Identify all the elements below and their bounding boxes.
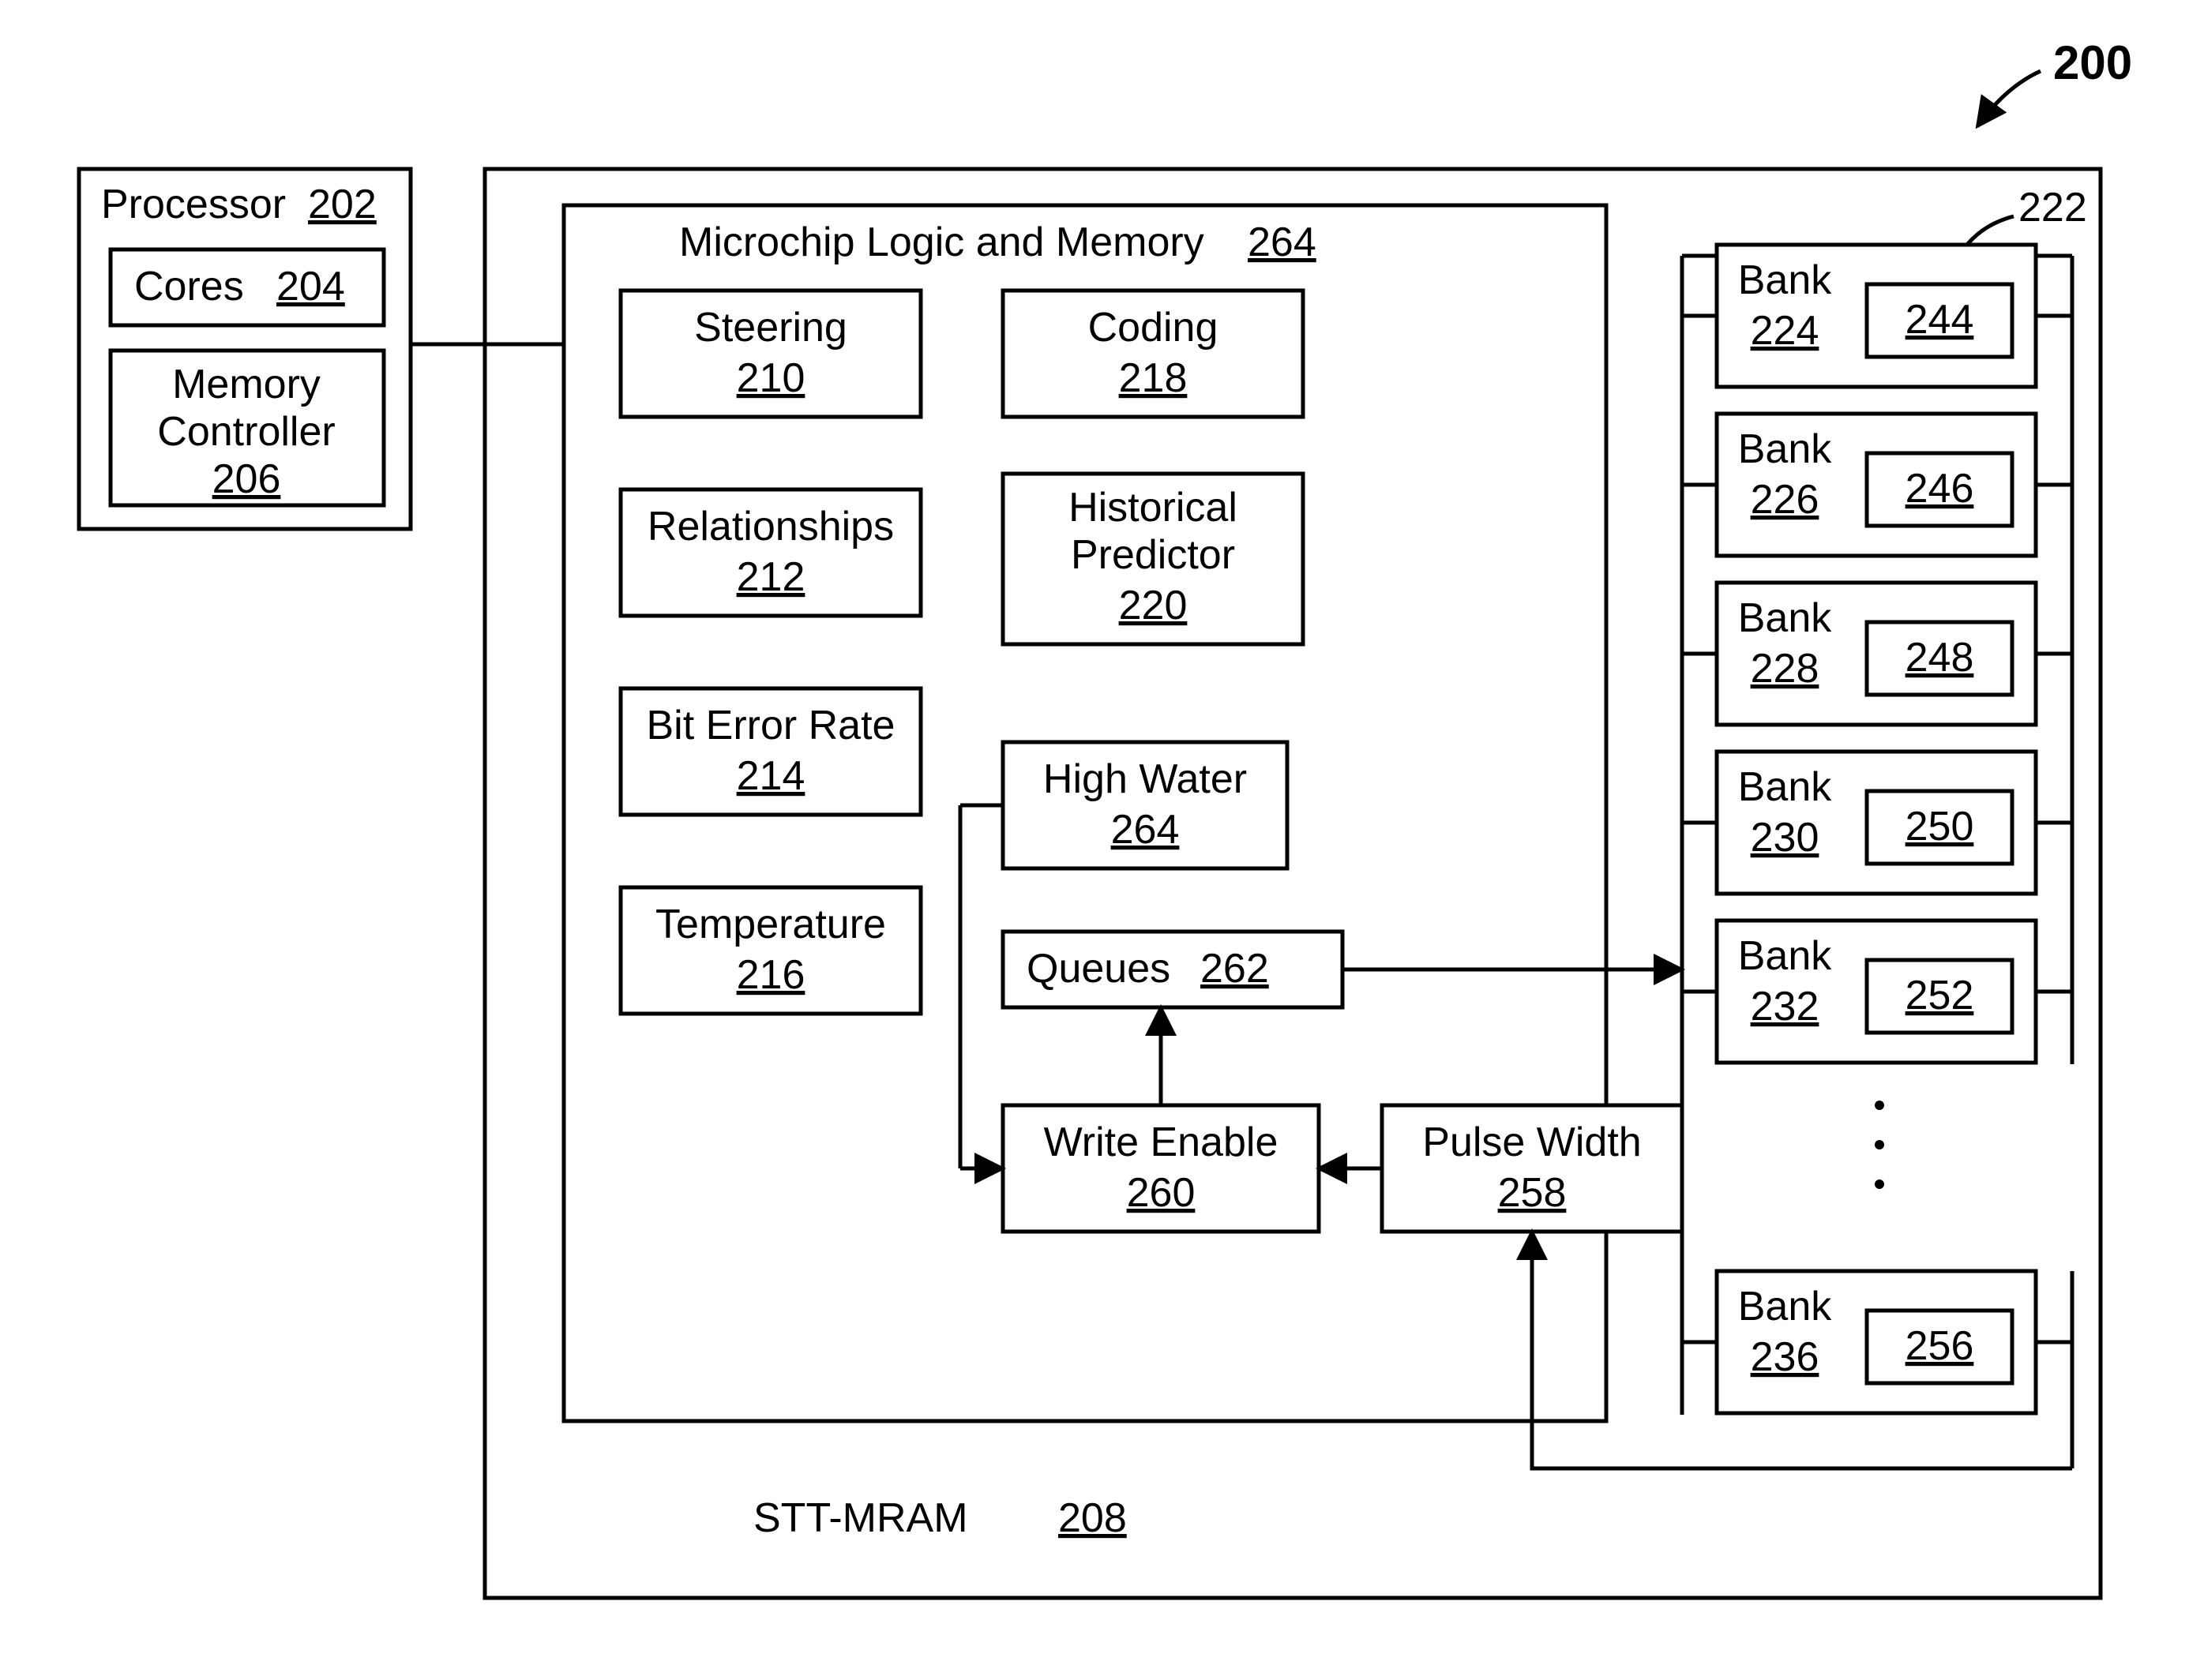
high-water-block: High Water 264 (1003, 742, 1287, 868)
write-enable-label: Write Enable (1044, 1119, 1278, 1165)
bank-2-num: 228 (1751, 646, 1819, 692)
high-water-label: High Water (1043, 756, 1247, 802)
bank-0-num: 224 (1751, 308, 1819, 354)
memory-controller-label-2: Controller (157, 409, 335, 455)
bank-3-num: 230 (1751, 815, 1819, 861)
sttmram-label: STT-MRAM (753, 1495, 968, 1541)
bank-5-label: Bank (1738, 1284, 1833, 1329)
processor-block: Processor 202 Cores 204 Memory Controlle… (79, 169, 411, 529)
bit-error-rate-num: 214 (737, 753, 805, 799)
memory-controller-label-1: Memory (172, 362, 321, 407)
bank-4-num: 232 (1751, 984, 1819, 1029)
pulse-width-label: Pulse Width (1422, 1119, 1641, 1165)
bank-5: Bank 236 256 (1682, 1271, 2072, 1413)
bank-0-inner-num: 244 (1906, 297, 1974, 343)
relationships-block: Relationships 212 (621, 489, 921, 616)
write-enable-block: Write Enable 260 (1003, 1105, 1319, 1232)
coding-num: 218 (1119, 355, 1188, 401)
microchip-num: 264 (1248, 219, 1316, 265)
bank-1-num: 226 (1751, 477, 1819, 523)
pulse-width-block: Pulse Width 258 (1382, 1105, 1682, 1232)
steering-label: Steering (694, 305, 847, 351)
queues-num: 262 (1200, 946, 1269, 992)
bank-0-label: Bank (1738, 257, 1833, 303)
memory-controller-num: 206 (212, 456, 281, 502)
cores-num: 204 (276, 264, 345, 309)
bank-column-num: 222 (2018, 185, 2087, 231)
bank-4-label: Bank (1738, 933, 1833, 979)
bank-ellipsis-dot (1875, 1101, 1884, 1110)
cores-label: Cores (134, 264, 244, 309)
bank-3-inner-num: 250 (1906, 804, 1974, 849)
bank-5-inner-num: 256 (1906, 1323, 1974, 1369)
historical-num: 220 (1119, 583, 1188, 628)
bank-0: Bank 224 244 (1682, 245, 2072, 387)
historical-label-2: Predictor (1071, 532, 1235, 578)
bank-1-label: Bank (1738, 426, 1833, 472)
relationships-label: Relationships (648, 504, 894, 549)
steering-num: 210 (737, 355, 805, 401)
bank-2-label: Bank (1738, 595, 1833, 641)
processor-num: 202 (308, 182, 377, 227)
figure-number-label: 200 (2053, 36, 2132, 89)
sttmram-num: 208 (1058, 1495, 1127, 1541)
bank-4: Bank 232 252 (1682, 921, 2072, 1063)
queues-block: Queues 262 (1003, 932, 1342, 1007)
temperature-block: Temperature 216 (621, 887, 921, 1014)
bank-2-inner-num: 248 (1906, 635, 1974, 681)
microchip-label: Microchip Logic and Memory (679, 219, 1204, 265)
bit-error-rate-label: Bit Error Rate (647, 703, 896, 748)
write-enable-num: 260 (1127, 1170, 1196, 1216)
bank-1-inner-num: 246 (1906, 466, 1974, 512)
relationships-num: 212 (737, 554, 805, 600)
bank-ellipsis-dot (1875, 1179, 1884, 1189)
bank-3: Bank 230 250 (1682, 752, 2072, 894)
temperature-label: Temperature (655, 902, 886, 947)
bank-2: Bank 228 248 (1682, 583, 2072, 725)
figure-number: 200 (1977, 36, 2132, 126)
bank-5-num: 236 (1751, 1334, 1819, 1380)
high-water-num: 264 (1111, 807, 1180, 853)
bank-1: Bank 226 246 (1682, 414, 2072, 556)
bank-3-label: Bank (1738, 764, 1833, 810)
pulse-width-num: 258 (1498, 1170, 1567, 1216)
queues-label: Queues (1027, 946, 1170, 992)
historical-label-1: Historical (1068, 485, 1237, 531)
bit-error-rate-block: Bit Error Rate 214 (621, 688, 921, 815)
historical-predictor-block: Historical Predictor 220 (1003, 474, 1303, 644)
diagram-root: 200 Processor 202 Cores 204 Memory Contr… (0, 0, 2189, 1680)
processor-label: Processor (101, 182, 286, 227)
steering-block: Steering 210 (621, 291, 921, 417)
bank-4-inner-num: 252 (1906, 973, 1974, 1018)
bank-ellipsis-dot (1875, 1140, 1884, 1149)
coding-label: Coding (1088, 305, 1218, 351)
temperature-num: 216 (737, 952, 805, 998)
coding-block: Coding 218 (1003, 291, 1303, 417)
